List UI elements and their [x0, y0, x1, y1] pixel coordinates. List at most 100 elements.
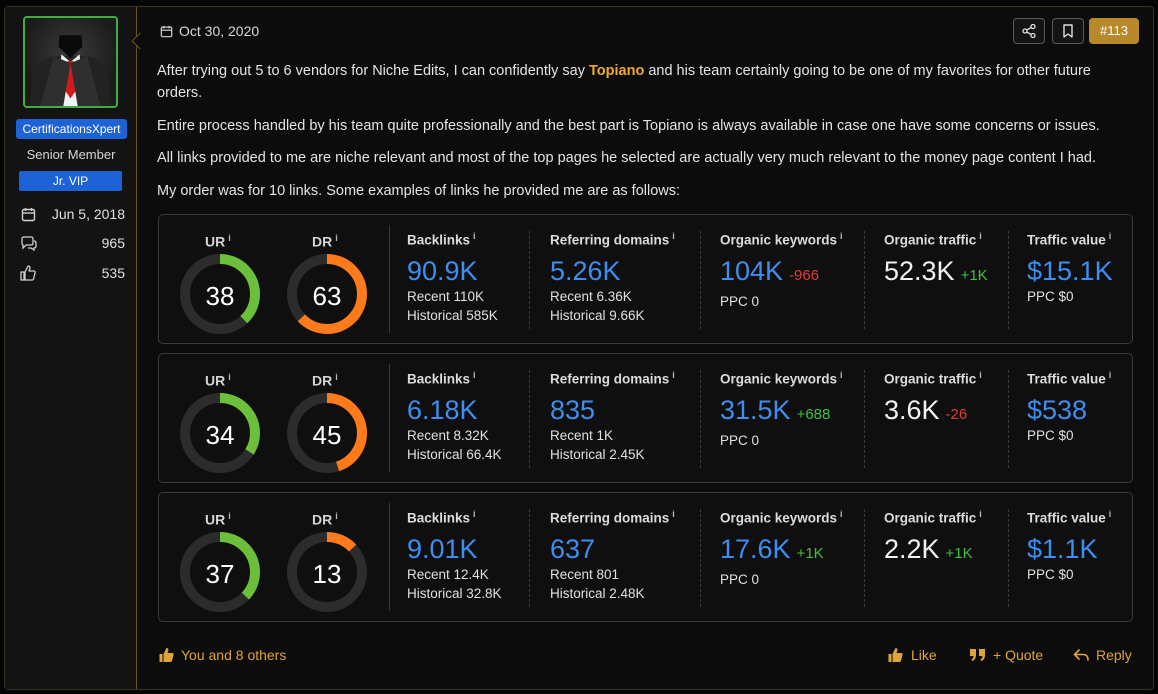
traffic-value-value: $1.1K	[1027, 533, 1098, 564]
avatar[interactable]	[23, 16, 118, 108]
backlinks-recent: Recent 110K	[407, 288, 485, 304]
metrics-card: UR i 38 DR i 63 Backlinks i 90.9K Recent 11…	[158, 214, 1133, 344]
dr-gauge-fill	[287, 393, 367, 473]
divider	[864, 370, 865, 468]
referring-domains-value: 637	[550, 533, 596, 564]
info-icon: i	[335, 372, 338, 382]
referring-domains-header: Referring domains i	[550, 231, 675, 248]
paragraph-1-b: and his team certainly going to be one o…	[157, 63, 1091, 101]
like-button[interactable]: Like	[887, 647, 937, 663]
traffic-value-ppc: PPC $0	[1027, 288, 1074, 304]
quote-label: + Quote	[993, 647, 1044, 663]
user-badge: Jr. VIP	[19, 171, 122, 191]
referring-domains-value: 5.26K	[550, 255, 621, 286]
paragraph-2: Entire process handled by his team quite…	[157, 118, 1100, 134]
info-icon: i	[840, 370, 843, 380]
dr-gauge: DR i 63	[284, 231, 374, 339]
traffic-delta: +1K	[945, 544, 973, 562]
reactions-summary-text: You and 8 others	[181, 647, 287, 663]
post-date[interactable]: Oct 30, 2020	[160, 23, 259, 39]
traffic-value-ppc: PPC $0	[1027, 566, 1074, 582]
info-icon: i	[1108, 370, 1112, 380]
organic-traffic-header: Organic traffic i	[884, 509, 982, 526]
traffic-value-header: Traffic value i	[1027, 509, 1112, 526]
divider	[389, 503, 390, 611]
info-icon: i	[473, 231, 476, 241]
organic-keywords-column: Organic keywords i 104K -966 PPC 0	[720, 231, 843, 311]
thumbs-up-icon	[19, 264, 37, 282]
info-icon: i	[473, 509, 476, 519]
keywords-ppc: PPC 0	[720, 432, 760, 448]
ur-label: UR i	[205, 511, 231, 528]
info-icon: i	[473, 370, 476, 380]
info-icon: i	[840, 509, 843, 519]
organic-keywords-column: Organic keywords i 17.6K +1K PPC 0	[720, 509, 843, 589]
organic-traffic-value: 52.3K +1K	[884, 255, 988, 286]
forum-post: CertificationsXpert Senior Member Jr. VI…	[4, 6, 1154, 690]
ur-gauge: UR i 37	[177, 509, 267, 617]
paragraph-1-a: After trying out 5 to 6 vendors for Nich…	[157, 63, 589, 79]
referring-domains-header: Referring domains i	[550, 509, 675, 526]
referring-domains-header: Referring domains i	[550, 370, 675, 387]
ur-value: 34	[205, 420, 235, 450]
reply-label: Reply	[1096, 647, 1132, 663]
backlinks-column: Backlinks i 6.18K Recent 8.32K Historical…	[407, 370, 502, 464]
backlinks-value: 6.18K	[407, 394, 478, 425]
info-icon: i	[672, 231, 675, 241]
backlinks-header: Backlinks i	[407, 231, 476, 248]
share-button[interactable]	[1013, 18, 1045, 44]
divider	[700, 370, 701, 468]
info-icon: i	[672, 509, 675, 519]
messages-stat: 965	[19, 233, 125, 253]
organic-keywords-value: 17.6K +1K	[720, 533, 824, 564]
quote-button[interactable]: + Quote	[969, 647, 1043, 663]
bookmark-button[interactable]	[1052, 18, 1084, 44]
divider	[389, 364, 390, 472]
divider	[864, 509, 865, 607]
post-number[interactable]: #113	[1089, 18, 1139, 44]
referring-domains-recent: Recent 6.36K	[550, 288, 632, 304]
dr-value: 13	[312, 559, 342, 589]
organic-traffic-column: Organic traffic i 3.6K -26	[884, 370, 982, 431]
backlinks-header: Backlinks i	[407, 509, 476, 526]
post-date-text: Oct 30, 2020	[179, 23, 260, 39]
ur-gauge-fill	[180, 532, 260, 612]
traffic-value-value: $538	[1027, 394, 1088, 425]
backlinks-historical: Historical 66.4K	[407, 446, 502, 462]
paragraph-4: My order was for 10 links. Some examples…	[157, 183, 681, 199]
traffic-value-column: Traffic value i $1.1K PPC $0	[1027, 509, 1111, 584]
reply-button[interactable]: Reply	[1073, 647, 1132, 663]
organic-keywords-value: 104K -966	[720, 255, 820, 286]
traffic-value-ppc: PPC $0	[1027, 427, 1074, 443]
traffic-value-value: $15.1K	[1027, 255, 1113, 286]
keywords-ppc: PPC 0	[720, 293, 760, 309]
thumbs-up-icon	[888, 648, 903, 662]
referring-domains-value: 835	[550, 394, 596, 425]
calendar-icon	[19, 205, 37, 223]
reply-icon	[1073, 649, 1089, 661]
divider	[700, 231, 701, 329]
info-icon: i	[672, 370, 675, 380]
username[interactable]: CertificationsXpert	[16, 119, 127, 139]
user-title: Senior Member	[26, 147, 116, 162]
traffic-value-header: Traffic value i	[1027, 231, 1112, 248]
dr-gauge-fill	[287, 254, 367, 334]
referring-domains-column: Referring domains i 637 Recent 801 Histor…	[550, 509, 675, 603]
keywords-delta: +688	[796, 405, 831, 423]
ur-label: UR i	[205, 233, 231, 250]
backlinks-header: Backlinks i	[407, 370, 476, 387]
organic-traffic-header: Organic traffic i	[884, 231, 982, 248]
reactions-summary[interactable]: You and 8 others	[158, 647, 286, 663]
divider	[700, 509, 701, 607]
referring-domains-historical: Historical 2.45K	[550, 446, 645, 462]
info-icon: i	[1108, 231, 1112, 241]
dr-label: DR i	[312, 372, 338, 389]
info-icon: i	[228, 233, 231, 243]
reactions-count: 535	[101, 265, 125, 281]
backlinks-value: 90.9K	[407, 255, 478, 286]
divider	[529, 509, 530, 607]
ur-gauge-fill	[180, 393, 260, 473]
backlinks-value: 9.01K	[407, 533, 478, 564]
dr-value: 63	[312, 281, 342, 311]
organic-keywords-header: Organic keywords i	[720, 370, 843, 387]
